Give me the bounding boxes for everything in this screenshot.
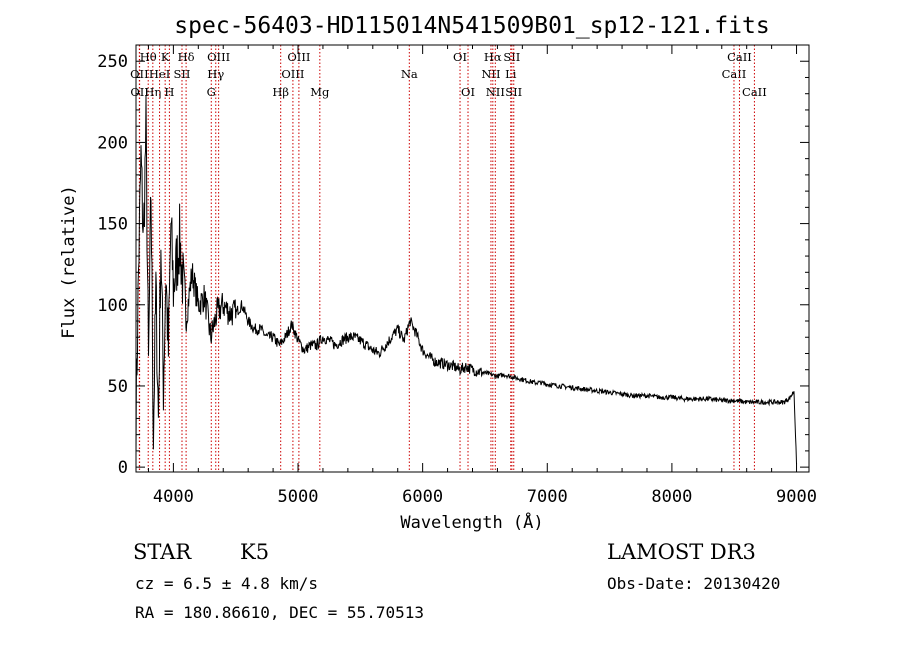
marker-label-3: Hη [144, 85, 161, 99]
marker-label-26: CaII [727, 50, 752, 64]
marker-label-9: G [207, 85, 216, 99]
marker-label-10: Hγ [207, 67, 224, 81]
x-tick-label-5: 9000 [776, 487, 817, 507]
marker-label-2: OII [130, 85, 149, 99]
line-markers: HθOIIOIIHηHeIKHSIIHδGHγOIIIHβOIIIOIIIMgN… [130, 45, 767, 472]
y-tick-label-3: 150 [97, 215, 128, 235]
marker-label-16: Na [401, 67, 418, 81]
marker-label-13: OIII [281, 67, 304, 81]
marker-label-14: OIII [287, 50, 310, 64]
chart-title: spec-56403-HD115014N541509B01_sp12-121.f… [174, 13, 769, 39]
marker-label-6: H [164, 85, 174, 99]
marker-label-8: Hδ [178, 50, 195, 64]
y-tick-label-2: 100 [97, 296, 128, 316]
y-tick-label-4: 200 [97, 133, 128, 153]
marker-label-20: Hα [484, 50, 502, 64]
x-tick-label-4: 8000 [651, 487, 692, 507]
x-tick-label-2: 6000 [402, 487, 443, 507]
marker-label-11: OIII [207, 50, 230, 64]
x-tick-label-3: 7000 [527, 487, 568, 507]
marker-label-27: CaII [742, 85, 767, 99]
flux-line [135, 95, 797, 464]
marker-label-21: NII [486, 85, 505, 99]
object-subclass: K5 [240, 540, 270, 564]
coordinates: RA = 180.86610, DEC = 55.70513 [135, 603, 424, 622]
flux-series [135, 95, 797, 464]
y-tick-label-1: 50 [108, 377, 128, 397]
y-tick-label-5: 250 [97, 52, 128, 72]
observation-date: Obs-Date: 20130420 [607, 574, 781, 593]
x-tick-label-1: 5000 [278, 487, 319, 507]
marker-label-23: SII [503, 50, 520, 64]
marker-label-15: Mg [310, 85, 330, 99]
marker-label-18: OI [461, 85, 475, 99]
object-class: STAR [133, 540, 192, 564]
marker-label-24: SII [505, 85, 522, 99]
y-tick-label-0: 0 [118, 458, 128, 478]
marker-label-17: OI [453, 50, 467, 64]
marker-label-19: NII [481, 67, 500, 81]
marker-label-5: K [161, 50, 170, 64]
marker-label-7: SII [174, 67, 191, 81]
marker-label-4: HeI [149, 67, 170, 81]
y-axis-label: Flux (relative) [59, 185, 79, 339]
plot-frame [135, 44, 810, 473]
survey-name: LAMOST DR3 [607, 540, 756, 564]
redshift-value: cz = 6.5 ± 4.8 km/s [135, 574, 319, 593]
marker-label-25: CaII [722, 67, 747, 81]
axes: 4000 5000 6000 7000 8000 9000 0 50 100 150 200 250 [97, 45, 817, 507]
x-tick-label-0: 4000 [153, 487, 194, 507]
marker-label-0: Hθ [140, 50, 157, 64]
x-axis-label: Wavelength (Å) [400, 511, 543, 533]
marker-label-12: Hβ [272, 85, 289, 99]
marker-label-22: Li [505, 67, 517, 81]
